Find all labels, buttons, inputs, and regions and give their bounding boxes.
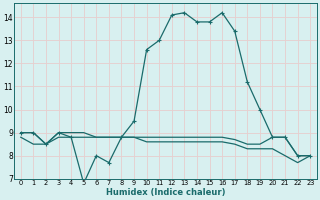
X-axis label: Humidex (Indice chaleur): Humidex (Indice chaleur) [106,188,225,197]
